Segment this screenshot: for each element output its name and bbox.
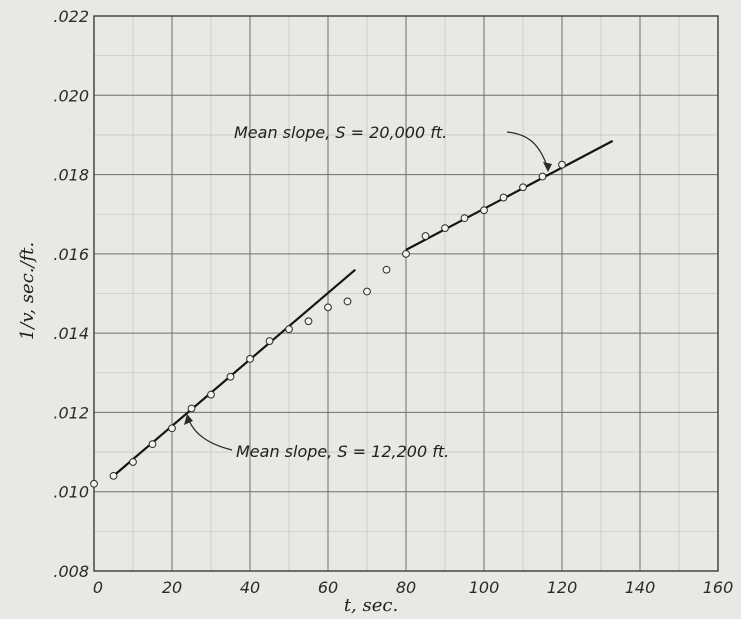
tick-labels: 0 20 40 60 80 100 120 140 160 .008 .010 .012 .014 .01… — [53, 7, 733, 597]
plot-frame — [93, 15, 719, 572]
x-tick-label: 140 — [625, 578, 656, 597]
data-point — [480, 206, 488, 215]
data-point — [363, 287, 371, 296]
data-point — [460, 214, 469, 223]
y-tick-label: .010 — [53, 483, 89, 502]
data-point — [207, 390, 215, 399]
data-point — [304, 317, 313, 326]
y-tick-label: .018 — [53, 166, 89, 185]
data-point — [109, 471, 118, 480]
data-point — [324, 303, 332, 312]
data-point — [187, 404, 196, 413]
x-tick-label: 80 — [396, 578, 416, 597]
mean-slope-line — [405, 139, 614, 251]
y-tick-label: .008 — [53, 562, 89, 581]
annotation-lower: Mean slope, S = 12,200 ft. — [184, 414, 449, 461]
data-point — [402, 249, 410, 258]
data-point — [441, 224, 449, 232]
annotation-upper: Mean slope, S = 20,000 ft. — [234, 123, 552, 172]
data-point — [343, 297, 352, 306]
data-point — [382, 265, 391, 274]
data-points — [90, 160, 566, 488]
x-tick-label: 60 — [318, 578, 338, 597]
data-point — [519, 183, 527, 192]
data-point — [421, 232, 430, 240]
grid — [93, 15, 719, 572]
data-point — [90, 479, 98, 488]
data-point — [558, 160, 566, 169]
x-tick-label: 120 — [547, 578, 578, 597]
x-axis-label: t, sec. — [344, 595, 398, 616]
data-point — [168, 424, 176, 433]
annotation-lower-text: Mean slope, S = 12,200 ft. — [236, 442, 449, 461]
y-tick-label: .014 — [53, 324, 89, 343]
data-point — [148, 440, 157, 449]
data-point — [226, 372, 235, 381]
y-tick-label: .020 — [53, 86, 89, 105]
data-point — [129, 458, 137, 466]
annotation-upper-text: Mean slope, S = 20,000 ft. — [234, 123, 447, 142]
data-point — [265, 337, 274, 345]
annotation-lower-arrowhead — [184, 414, 193, 425]
y-axis-label: 1/v, sec./ft. — [17, 242, 38, 340]
x-tick-label: 40 — [240, 578, 260, 597]
annotation-upper-arrowhead — [543, 162, 552, 172]
x-tick-label: 0 — [93, 578, 103, 597]
data-point — [285, 325, 293, 334]
x-tick-label: 20 — [162, 578, 182, 597]
y-tick-label: .012 — [53, 403, 89, 422]
data-point — [499, 193, 508, 202]
y-tick-label: .022 — [53, 7, 89, 26]
data-point — [538, 172, 547, 181]
x-tick-label: 160 — [703, 578, 734, 597]
data-point — [246, 355, 254, 363]
x-tick-label: 100 — [469, 578, 500, 597]
y-tick-label: .016 — [53, 245, 89, 264]
